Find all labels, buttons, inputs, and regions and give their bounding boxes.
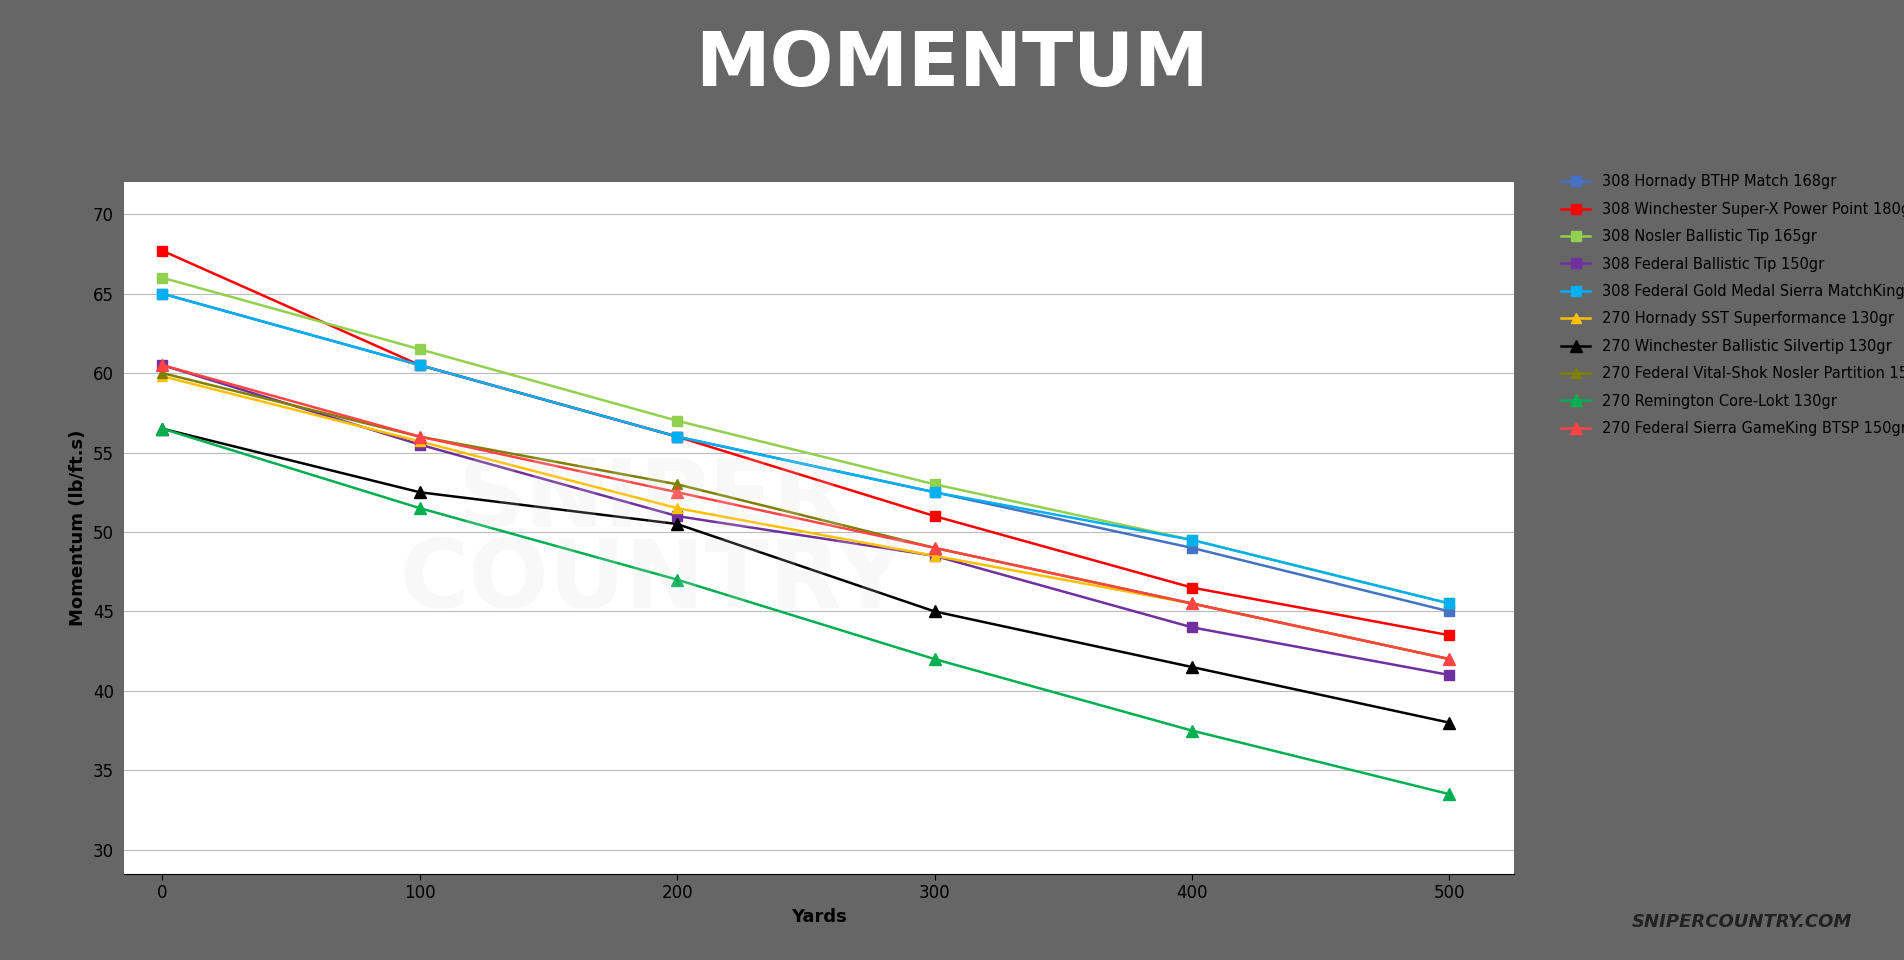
270 Hornady SST Superformance 130gr (1438, 654, 1460, 665)
308 Winchester Super-X Power Point 180gr (1438, 630, 1460, 641)
308 Hornady BTHP Match 168gr (1438, 606, 1460, 617)
270 Hornady SST Superformance 130gr (150, 371, 173, 382)
308 Federal Ballistic Tip 150gr (1438, 669, 1460, 681)
308 Federal Ballistic Tip 150gr (407, 439, 430, 450)
308 Nosler Ballistic Tip 165gr (150, 272, 173, 283)
Text: SNIPERCOUNTRY.COM: SNIPERCOUNTRY.COM (1632, 913, 1853, 930)
308 Winchester Super-X Power Point 180gr (1180, 582, 1203, 593)
270 Federal Vital-Shok Nosler Partition 150gr (1180, 598, 1203, 610)
308 Federal Gold Medal Sierra MatchKing 175gr (407, 359, 430, 371)
308 Federal Gold Medal Sierra MatchKing 175gr (666, 431, 689, 443)
Line: 308 Nosler Ballistic Tip 165gr: 308 Nosler Ballistic Tip 165gr (158, 273, 1455, 609)
270 Hornady SST Superformance 130gr (666, 502, 689, 514)
270 Remington Core-Lokt 130gr (407, 502, 430, 514)
270 Remington Core-Lokt 130gr (666, 574, 689, 586)
308 Hornady BTHP Match 168gr (666, 431, 689, 443)
270 Remington Core-Lokt 130gr (1438, 788, 1460, 800)
Line: 270 Federal Sierra GameKing BTSP 150gr: 270 Federal Sierra GameKing BTSP 150gr (156, 360, 1455, 664)
308 Winchester Super-X Power Point 180gr (407, 359, 430, 371)
Text: SNIPER
COUNTRY: SNIPER COUNTRY (400, 455, 904, 629)
270 Federal Sierra GameKing BTSP 150gr (923, 542, 946, 554)
308 Winchester Super-X Power Point 180gr (666, 431, 689, 443)
308 Hornady BTHP Match 168gr (150, 288, 173, 300)
X-axis label: Yards: Yards (790, 907, 847, 925)
Line: 270 Federal Vital-Shok Nosler Partition 150gr: 270 Federal Vital-Shok Nosler Partition … (158, 369, 1455, 664)
308 Federal Ballistic Tip 150gr (923, 550, 946, 562)
Line: 308 Federal Gold Medal Sierra MatchKing 175gr: 308 Federal Gold Medal Sierra MatchKing … (158, 289, 1455, 609)
270 Federal Sierra GameKing BTSP 150gr (1180, 598, 1203, 610)
270 Hornady SST Superformance 130gr (923, 550, 946, 562)
308 Federal Gold Medal Sierra MatchKing 175gr (1180, 534, 1203, 545)
308 Federal Ballistic Tip 150gr (150, 359, 173, 371)
270 Winchester Ballistic Silvertip 130gr (150, 423, 173, 435)
270 Hornady SST Superformance 130gr (1180, 598, 1203, 610)
308 Hornady BTHP Match 168gr (1180, 542, 1203, 554)
Line: 308 Federal Ballistic Tip 150gr: 308 Federal Ballistic Tip 150gr (158, 360, 1455, 680)
Legend: 308 Hornady BTHP Match 168gr, 308 Winchester Super-X Power Point 180gr, 308 Nosl: 308 Hornady BTHP Match 168gr, 308 Winche… (1556, 169, 1904, 442)
308 Federal Gold Medal Sierra MatchKing 175gr (1438, 598, 1460, 610)
270 Remington Core-Lokt 130gr (923, 654, 946, 665)
270 Federal Sierra GameKing BTSP 150gr (150, 359, 173, 371)
270 Federal Sierra GameKing BTSP 150gr (1438, 654, 1460, 665)
270 Hornady SST Superformance 130gr (407, 436, 430, 447)
308 Federal Ballistic Tip 150gr (666, 511, 689, 522)
Y-axis label: Momentum (lb/ft.s): Momentum (lb/ft.s) (69, 430, 88, 626)
270 Remington Core-Lokt 130gr (1180, 725, 1203, 736)
308 Nosler Ballistic Tip 165gr (666, 415, 689, 426)
270 Federal Vital-Shok Nosler Partition 150gr (407, 431, 430, 443)
308 Winchester Super-X Power Point 180gr (150, 245, 173, 256)
308 Nosler Ballistic Tip 165gr (1438, 598, 1460, 610)
Line: 308 Winchester Super-X Power Point 180gr: 308 Winchester Super-X Power Point 180gr (158, 246, 1455, 640)
270 Winchester Ballistic Silvertip 130gr (1180, 661, 1203, 673)
270 Federal Sierra GameKing BTSP 150gr (666, 487, 689, 498)
308 Nosler Ballistic Tip 165gr (923, 478, 946, 490)
308 Nosler Ballistic Tip 165gr (1180, 534, 1203, 545)
270 Winchester Ballistic Silvertip 130gr (666, 518, 689, 530)
270 Winchester Ballistic Silvertip 130gr (1438, 717, 1460, 729)
Line: 270 Remington Core-Lokt 130gr: 270 Remington Core-Lokt 130gr (156, 423, 1455, 800)
308 Hornady BTHP Match 168gr (923, 487, 946, 498)
270 Remington Core-Lokt 130gr (150, 423, 173, 435)
308 Federal Gold Medal Sierra MatchKing 175gr (923, 487, 946, 498)
308 Hornady BTHP Match 168gr (407, 359, 430, 371)
270 Winchester Ballistic Silvertip 130gr (407, 487, 430, 498)
270 Federal Vital-Shok Nosler Partition 150gr (150, 368, 173, 379)
Text: MOMENTUM: MOMENTUM (695, 29, 1209, 102)
Line: 308 Hornady BTHP Match 168gr: 308 Hornady BTHP Match 168gr (158, 289, 1455, 616)
308 Nosler Ballistic Tip 165gr (407, 344, 430, 355)
270 Federal Vital-Shok Nosler Partition 150gr (666, 478, 689, 490)
Line: 270 Winchester Ballistic Silvertip 130gr: 270 Winchester Ballistic Silvertip 130gr (156, 423, 1455, 729)
308 Federal Gold Medal Sierra MatchKing 175gr (150, 288, 173, 300)
308 Federal Ballistic Tip 150gr (1180, 621, 1203, 633)
270 Federal Vital-Shok Nosler Partition 150gr (923, 542, 946, 554)
270 Federal Vital-Shok Nosler Partition 150gr (1438, 654, 1460, 665)
308 Winchester Super-X Power Point 180gr (923, 511, 946, 522)
Line: 270 Hornady SST Superformance 130gr: 270 Hornady SST Superformance 130gr (158, 372, 1455, 664)
270 Winchester Ballistic Silvertip 130gr (923, 606, 946, 617)
270 Federal Sierra GameKing BTSP 150gr (407, 431, 430, 443)
